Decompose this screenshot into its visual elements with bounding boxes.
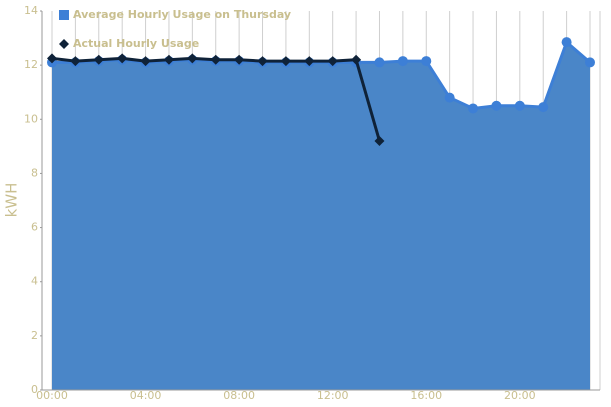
point [397,56,408,67]
x-tick-label: 12:00 [317,389,349,402]
point [468,103,479,114]
point [93,54,104,65]
point [70,56,81,67]
y-tick-label: 2 [31,329,38,342]
area [52,42,590,390]
point [538,102,549,113]
y-tick-label: 4 [31,275,38,288]
y-axis-label: kWH [3,183,21,218]
point [374,135,385,146]
x-tick-label: 00:00 [36,389,68,402]
legend-marker [59,39,69,49]
y-tick-label: 10 [24,112,38,125]
y-tick-label: 6 [31,221,38,234]
point [210,54,221,65]
legend-marker [59,10,69,20]
point [351,54,362,65]
point [140,56,151,67]
legend-label: Average Hourly Usage on Thursday [73,8,291,21]
point [47,53,57,64]
x-tick-label: 08:00 [223,389,255,402]
x-tick-label: 20:00 [504,389,536,402]
point [561,37,572,48]
y-tick-label: 8 [31,166,38,179]
point [304,56,315,67]
x-tick-label: 04:00 [130,389,162,402]
point [585,57,595,68]
point [374,57,385,68]
point [257,56,268,67]
point [514,100,525,111]
point [117,53,128,64]
y-tick-label: 12 [24,58,38,71]
point [163,54,174,65]
point [327,56,338,67]
y-tick-label: 0 [31,383,38,396]
point [234,54,245,65]
point [421,56,432,67]
x-tick-label: 16:00 [410,389,442,402]
point [491,100,502,111]
point [187,53,198,64]
point [280,56,291,67]
legend-label: Actual Hourly Usage [73,37,199,50]
y-tick-label: 14 [24,4,38,17]
point [444,92,455,103]
